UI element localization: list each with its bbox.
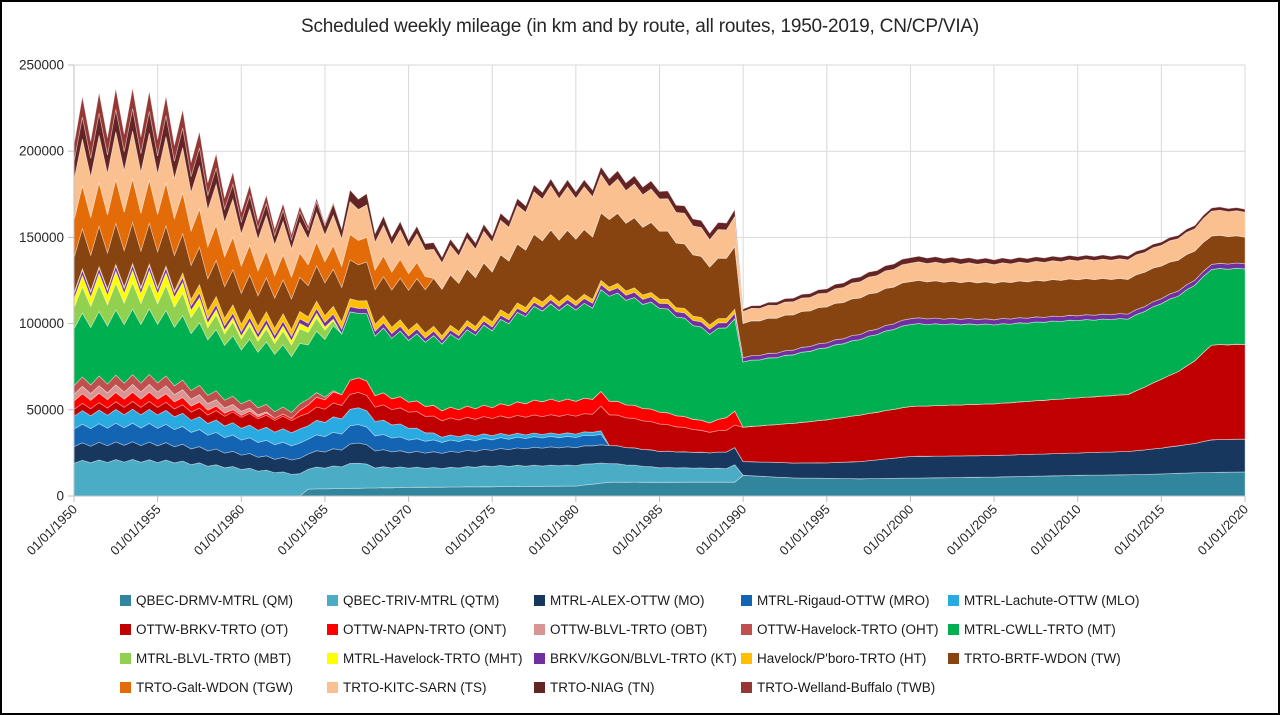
legend-label: OTTW-BLVL-TRTO (OBT) bbox=[550, 621, 708, 637]
stacked-area-chart: 0 50000 100000 150000 200000 250000 01/01/1950… bbox=[19, 58, 1251, 559]
x-tick-label: 01/01/1950 bbox=[23, 502, 80, 559]
legend-swatch-icon bbox=[327, 623, 338, 635]
legend-item-MLO: MTRL-Lachute-OTTW (MLO) bbox=[948, 592, 1155, 608]
x-tick-label: 01/01/1960 bbox=[191, 502, 248, 559]
legend-item-QM: QBEC-DRMV-MTRL (QM) bbox=[120, 592, 327, 608]
legend-swatch-icon bbox=[741, 594, 752, 606]
legend-swatch-icon bbox=[327, 681, 338, 693]
legend-item-MO: MTRL-ALEX-OTTW (MO) bbox=[534, 592, 741, 608]
legend-item-TGW: TRTO-Galt-WDON (TGW) bbox=[120, 679, 327, 695]
y-tick-label: 250000 bbox=[19, 58, 64, 73]
legend-swatch-icon bbox=[534, 652, 545, 664]
legend-row: MTRL-BLVL-TRTO (MBT) MTRL-Havelock-TRTO (… bbox=[120, 650, 1165, 666]
legend-item-TW: TRTO-BRTF-WDON (TW) bbox=[948, 650, 1155, 666]
legend-swatch-icon bbox=[741, 623, 752, 635]
x-tick-label: 01/01/1990 bbox=[693, 502, 750, 559]
legend-swatch-icon bbox=[120, 623, 131, 635]
legend-item-TWB: TRTO-Welland-Buffalo (TWB) bbox=[741, 679, 948, 695]
x-tick-label: 01/01/1955 bbox=[107, 502, 164, 559]
legend-label: OTTW-NAPN-TRTO (ONT) bbox=[343, 621, 507, 637]
legend-label: OTTW-BRKV-TRTO (OT) bbox=[136, 621, 289, 637]
x-tick-label: 01/01/1975 bbox=[442, 502, 499, 559]
legend-label: QBEC-DRMV-MTRL (QM) bbox=[136, 592, 293, 608]
chart-title: Scheduled weekly mileage (in km and by r… bbox=[300, 16, 980, 37]
legend-label: TRTO-Galt-WDON (TGW) bbox=[136, 679, 293, 695]
legend-label: OTTW-Havelock-TRTO (OHT) bbox=[757, 621, 939, 637]
legend-label: MTRL-BLVL-TRTO (MBT) bbox=[136, 650, 292, 666]
x-tick-label: 01/01/1995 bbox=[776, 502, 833, 559]
legend-row: OTTW-BRKV-TRTO (OT) OTTW-NAPN-TRTO (ONT) O… bbox=[120, 621, 1165, 637]
y-tick-label: 50000 bbox=[26, 402, 64, 417]
legend-swatch-icon bbox=[741, 652, 752, 664]
legend-label: MTRL-CWLL-TRTO (MT) bbox=[964, 621, 1116, 637]
x-tick-label: 01/01/2000 bbox=[860, 502, 917, 559]
legend-item-TS: TRTO-KITC-SARN (TS) bbox=[327, 679, 534, 695]
x-tick-label: 01/01/2010 bbox=[1027, 502, 1084, 559]
legend-label: TRTO-BRTF-WDON (TW) bbox=[964, 650, 1121, 666]
legend-swatch-icon bbox=[327, 652, 338, 664]
series-area-TN bbox=[73, 108, 1246, 313]
legend-item-HT: Havelock/P'boro-TRTO (HT) bbox=[741, 650, 948, 666]
legend-item-OT: OTTW-BRKV-TRTO (OT) bbox=[120, 621, 327, 637]
legend-item-ONT: OTTW-NAPN-TRTO (ONT) bbox=[327, 621, 534, 637]
series-area-QTM bbox=[73, 458, 1246, 497]
legend-label: MTRL-Rigaud-OTTW (MRO) bbox=[757, 592, 930, 608]
legend-label: TRTO-Welland-Buffalo (TWB) bbox=[757, 679, 936, 695]
legend-swatch-icon bbox=[327, 594, 338, 606]
x-tick-label: 01/01/1970 bbox=[358, 502, 415, 559]
legend-swatch-icon bbox=[120, 594, 131, 606]
legend-swatch-icon bbox=[534, 681, 545, 693]
y-tick-label: 150000 bbox=[19, 230, 64, 245]
legend-row: TRTO-Galt-WDON (TGW) TRTO-KITC-SARN (TS) T… bbox=[120, 679, 1165, 695]
x-tick-label: 01/01/1980 bbox=[525, 502, 582, 559]
legend-swatch-icon bbox=[534, 623, 545, 635]
series-area-TWB bbox=[73, 88, 1246, 310]
legend-item-MHT: MTRL-Havelock-TRTO (MHT) bbox=[327, 650, 534, 666]
legend-label: QBEC-TRIV-MTRL (QTM) bbox=[343, 592, 500, 608]
chart-legend: QBEC-DRMV-MTRL (QM) QBEC-TRIV-MTRL (QTM) M… bbox=[120, 592, 1165, 695]
legend-item-MBT: MTRL-BLVL-TRTO (MBT) bbox=[120, 650, 327, 666]
y-tick-label: 0 bbox=[56, 489, 64, 504]
y-tick-label: 100000 bbox=[19, 316, 64, 331]
legend-swatch-icon bbox=[120, 652, 131, 664]
legend-label: Havelock/P'boro-TRTO (HT) bbox=[757, 650, 927, 666]
legend-swatch-icon bbox=[741, 681, 752, 693]
legend-label: TRTO-KITC-SARN (TS) bbox=[343, 679, 487, 695]
legend-swatch-icon bbox=[948, 652, 959, 664]
legend-swatch-icon bbox=[534, 594, 545, 606]
legend-label: MTRL-Havelock-TRTO (MHT) bbox=[343, 650, 523, 666]
legend-item-MT: MTRL-CWLL-TRTO (MT) bbox=[948, 621, 1155, 637]
legend-item-MRO: MTRL-Rigaud-OTTW (MRO) bbox=[741, 592, 948, 608]
legend-row: QBEC-DRMV-MTRL (QM) QBEC-TRIV-MTRL (QTM) M… bbox=[120, 592, 1165, 608]
legend-item-QTM: QBEC-TRIV-MTRL (QTM) bbox=[327, 592, 534, 608]
legend-label: MTRL-ALEX-OTTW (MO) bbox=[550, 592, 705, 608]
x-tick-label: 01/01/1985 bbox=[609, 502, 666, 559]
legend-item-KT: BRKV/KGON/BLVL-TRTO (KT) bbox=[534, 650, 741, 666]
legend-item-OHT: OTTW-Havelock-TRTO (OHT) bbox=[741, 621, 948, 637]
x-tick-label: 01/01/1965 bbox=[274, 502, 331, 559]
legend-swatch-icon bbox=[948, 594, 959, 606]
y-tick-label: 200000 bbox=[19, 144, 64, 159]
legend-swatch-icon bbox=[948, 623, 959, 635]
legend-item-TN: TRTO-NIAG (TN) bbox=[534, 679, 741, 695]
legend-item-OBT: OTTW-BLVL-TRTO (OBT) bbox=[534, 621, 741, 637]
legend-label: BRKV/KGON/BLVL-TRTO (KT) bbox=[550, 650, 737, 666]
x-tick-label: 01/01/2020 bbox=[1194, 502, 1251, 559]
x-tick-label: 01/01/2005 bbox=[944, 502, 1001, 559]
legend-label: MTRL-Lachute-OTTW (MLO) bbox=[964, 592, 1140, 608]
legend-swatch-icon bbox=[120, 681, 131, 693]
x-tick-label: 01/01/2015 bbox=[1111, 502, 1168, 559]
legend-label: TRTO-NIAG (TN) bbox=[550, 679, 655, 695]
